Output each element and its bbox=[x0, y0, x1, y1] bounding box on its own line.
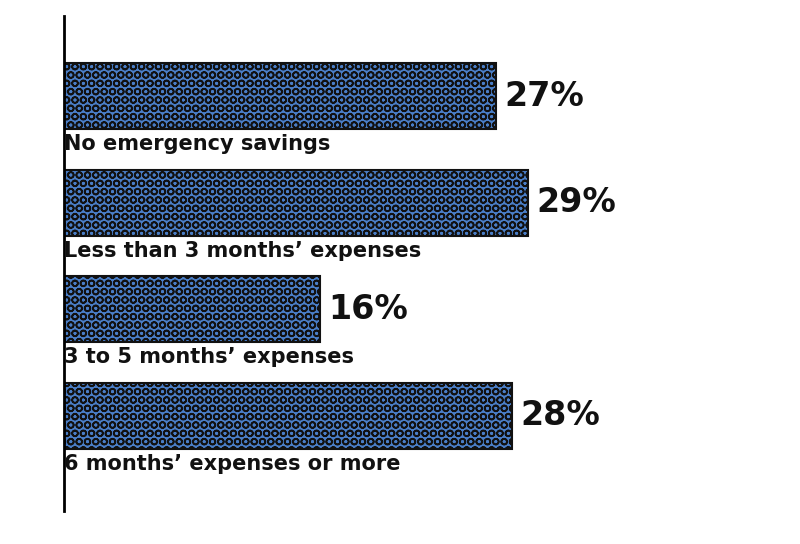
Bar bbox=[64, 63, 496, 129]
Bar bbox=[64, 382, 512, 449]
Text: 29%: 29% bbox=[536, 186, 616, 219]
Bar bbox=[64, 276, 320, 342]
Bar bbox=[64, 170, 528, 236]
Text: Less than 3 months’ expenses: Less than 3 months’ expenses bbox=[64, 241, 422, 261]
Text: No emergency savings: No emergency savings bbox=[64, 134, 330, 154]
Text: 3 to 5 months’ expenses: 3 to 5 months’ expenses bbox=[64, 348, 354, 367]
Text: 16%: 16% bbox=[328, 293, 408, 326]
Text: 27%: 27% bbox=[504, 79, 584, 113]
Text: 28%: 28% bbox=[520, 399, 600, 432]
Text: 6 months’ expenses or more: 6 months’ expenses or more bbox=[64, 454, 401, 474]
